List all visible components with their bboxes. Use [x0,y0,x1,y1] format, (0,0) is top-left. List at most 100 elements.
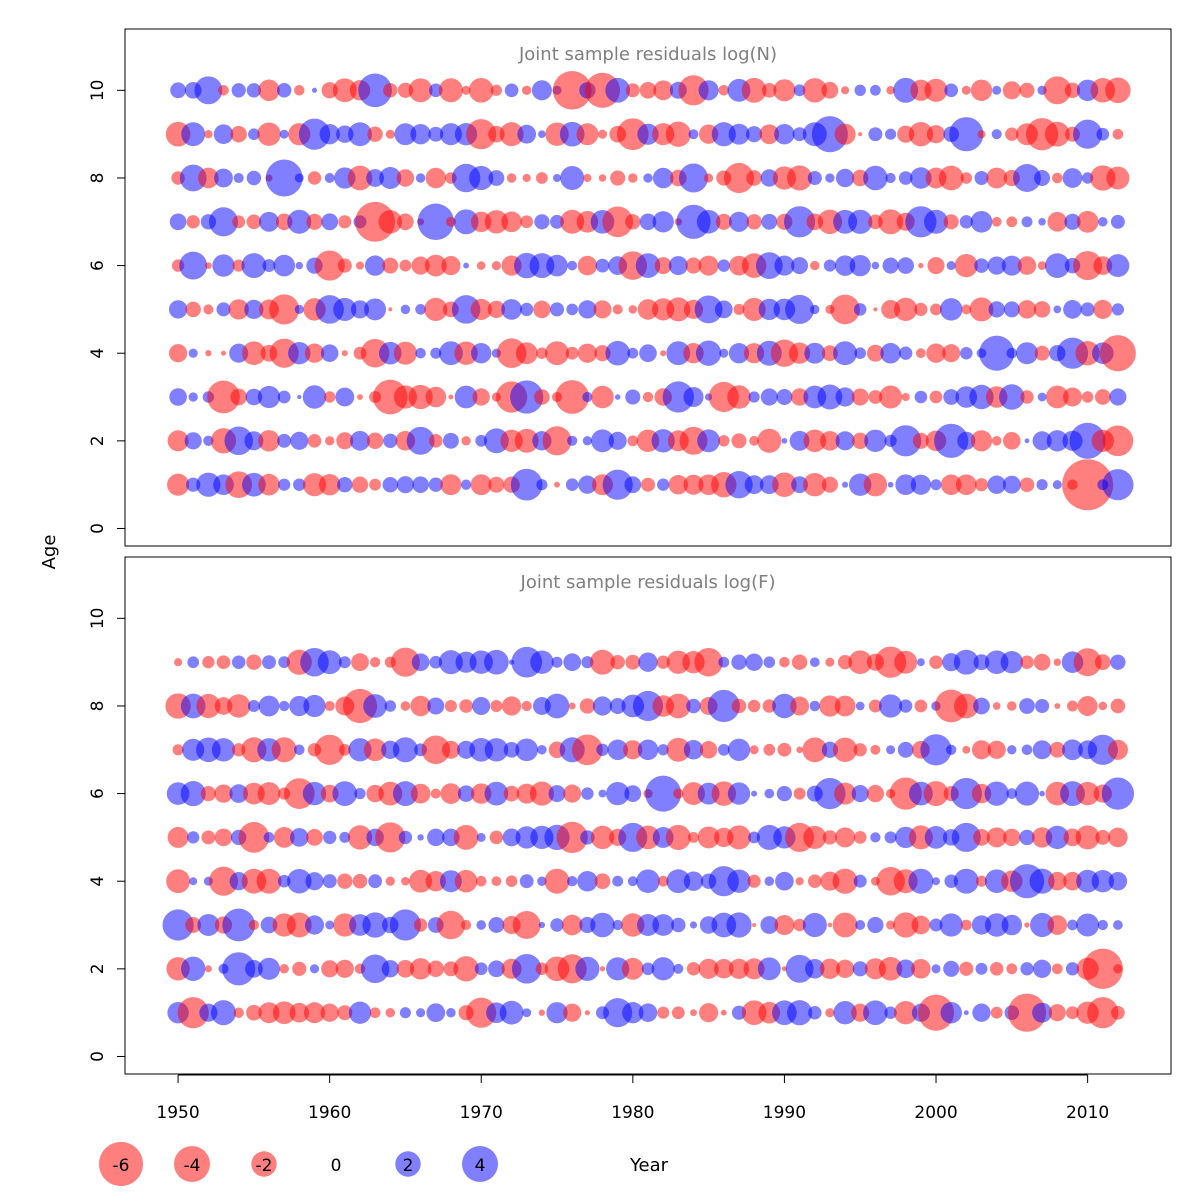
residual-bubble [247,699,260,713]
residual-bubble [821,476,838,493]
residual-bubble [790,696,810,716]
residual-bubble [832,912,858,938]
residual-bubble [953,649,979,675]
residual-bubble [1064,213,1081,230]
residual-bubble [428,126,444,142]
residual-bubble [537,745,547,755]
residual-bubble [1062,387,1083,407]
residual-bubble [762,699,777,713]
panel-frame [124,556,1172,1075]
residual-bubble [476,832,486,842]
residual-bubble [707,689,740,723]
residual-bubble [959,961,974,976]
residual-bubble [755,252,783,279]
residual-bubble [834,782,857,805]
x-tick-label: 1960 [308,1103,351,1123]
residual-bubble [1007,993,1047,1032]
residual-bubble [1006,788,1018,799]
residual-bubble [1039,790,1045,797]
residual-bubble [932,877,940,886]
residual-bubble [668,474,689,495]
residual-bubble [167,826,189,848]
residual-bubble [397,213,414,231]
residual-bubble [440,783,462,804]
residual-bubble [1007,745,1017,755]
residual-bubble [324,173,335,183]
residual-bubble [1108,827,1128,848]
residual-bubble [324,391,336,403]
residual-bubble [294,304,304,315]
residual-bubble [208,207,239,237]
residual-bubble [699,1003,719,1023]
residual-bubble [265,159,303,197]
residual-bubble [429,83,443,98]
residual-bubble [488,476,505,493]
residual-bubble [417,834,424,841]
residual-bubble [198,167,219,189]
residual-bubble [1003,301,1020,318]
residual-bubble [641,962,655,976]
residual-bubble [286,912,312,938]
residual-bubble [870,832,881,843]
residual-bubble [560,209,585,234]
residual-bubble [896,959,916,979]
residual-bubble [590,649,615,675]
residual-bubble [488,960,505,978]
residual-bubble [1113,920,1123,930]
residual-bubble [207,380,240,414]
residual-bubble [244,299,264,320]
residual-bubble [616,118,649,151]
residual-bubble [866,784,885,803]
residual-bubble [607,739,628,761]
residual-bubble [538,1009,546,1016]
residual-bubble [335,959,354,978]
residual-bubble [582,391,593,403]
residual-bubble [563,784,582,803]
residual-bubble [1014,781,1040,806]
residual-bubble [638,1003,658,1022]
residual-bubble [704,173,714,183]
residual-bubble [446,1007,456,1018]
residual-bubble [938,165,964,191]
residual-bubble [835,387,855,407]
residual-bubble [568,702,576,710]
residual-bubble [609,698,626,714]
residual-bubble [975,962,988,975]
residual-bubble [809,700,821,712]
residual-bubble [973,697,990,715]
residual-bubble [832,868,858,894]
residual-bubble [962,745,971,754]
residual-bubble [332,781,358,806]
residual-bubble [382,476,399,493]
y-tick-label: 4 [88,876,108,887]
residual-bubble [521,85,532,96]
residual-bubble [595,258,610,273]
residual-bubble [1044,253,1070,278]
residual-bubble [803,825,827,849]
residual-bubble [583,173,592,183]
residual-bubble [208,866,239,896]
residual-bubble [718,656,730,668]
residual-bubble [444,699,457,713]
residual-bubble [1095,829,1111,845]
y-tick-label: 0 [88,1051,108,1062]
residual-bubble [870,84,881,96]
residual-bubble [746,126,763,143]
residual-bubble [927,257,945,275]
residual-bubble [849,254,871,277]
residual-bubble [745,653,763,671]
residual-bubble [354,787,366,800]
residual-bubble [194,76,223,105]
residual-bubble [911,959,931,979]
residual-bubble [472,696,491,716]
residual-bubble [636,825,660,850]
residual-bubble [511,954,542,984]
residual-bubble [319,124,340,145]
residual-bubble [878,957,903,981]
residual-bubble [363,738,387,762]
residual-bubble [694,647,723,677]
residual-bubble [389,909,422,941]
residual-bubble [1081,172,1094,184]
residual-bubble [294,744,305,756]
residual-bubble [430,788,441,799]
